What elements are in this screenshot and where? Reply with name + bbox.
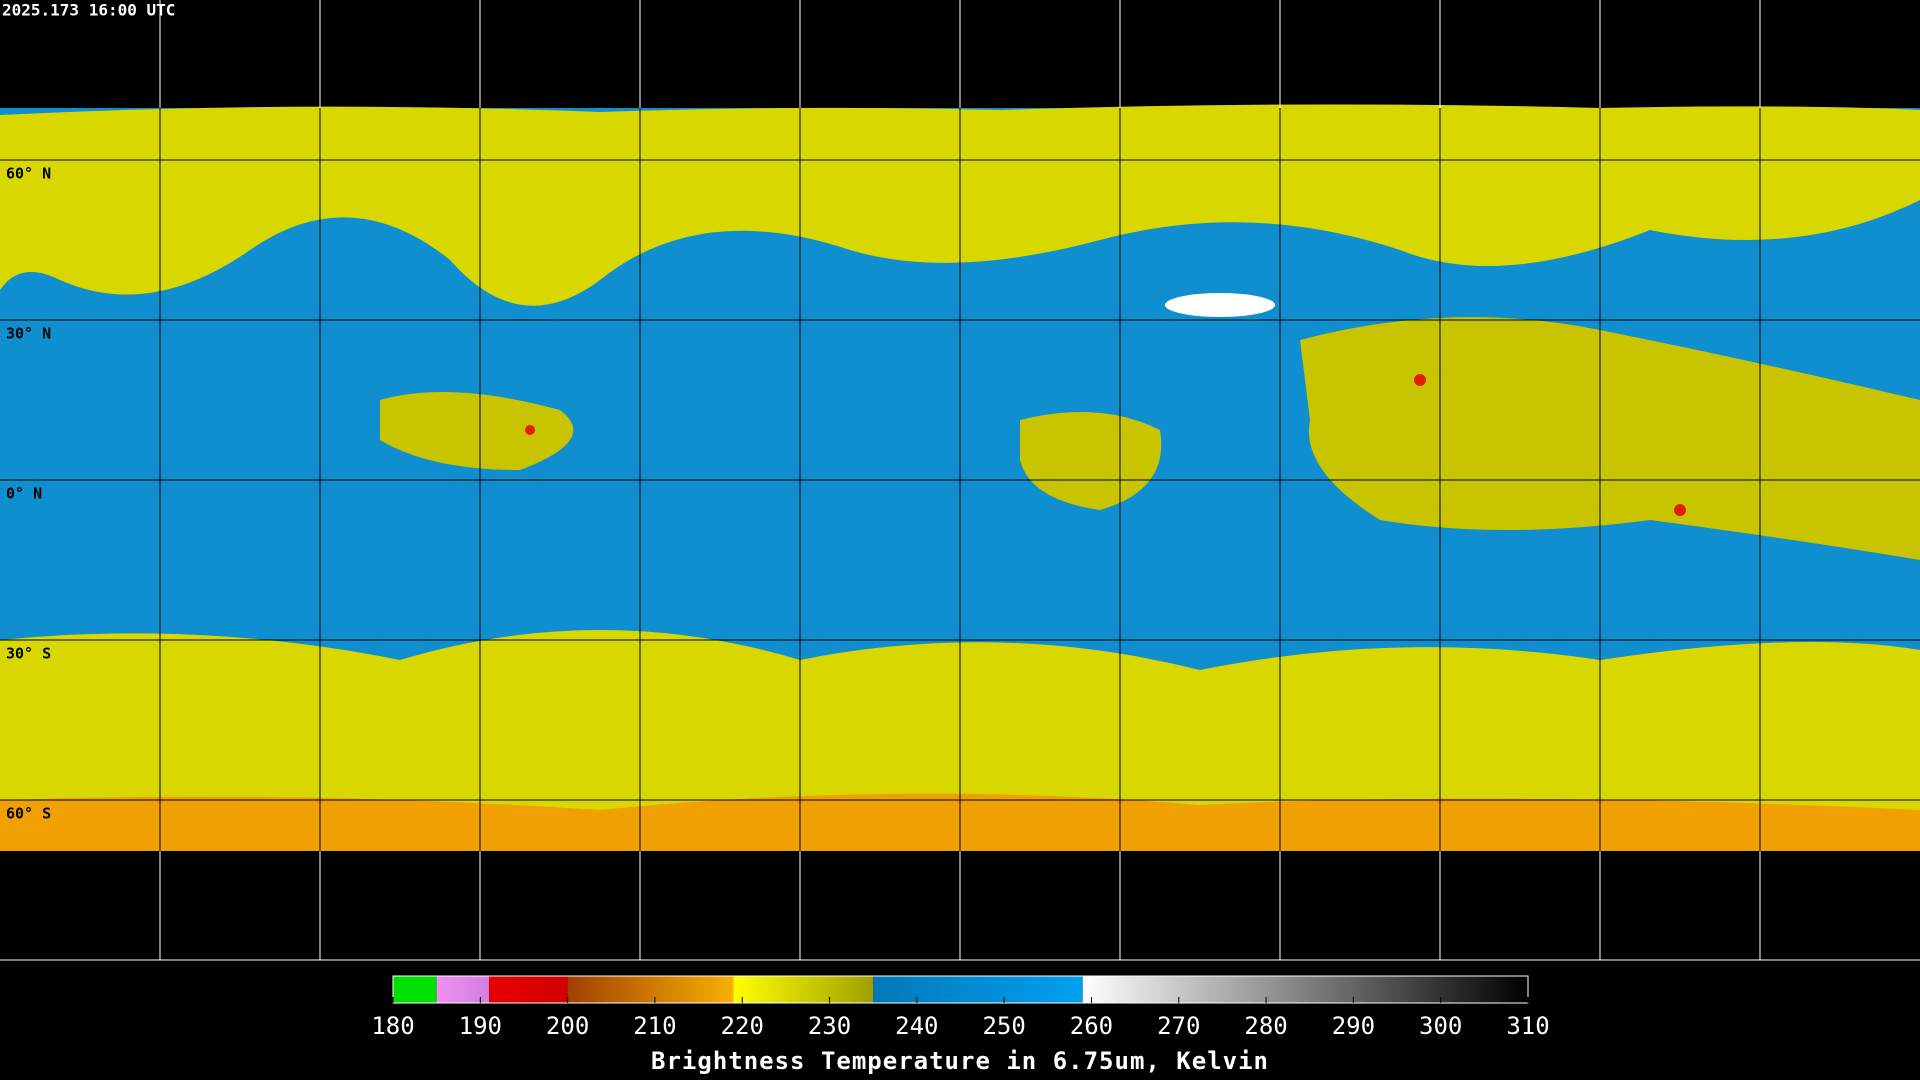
colorbar-tick-label: 250 bbox=[982, 1012, 1025, 1040]
cold-cloud-top bbox=[1414, 374, 1426, 386]
colorbar-segment bbox=[489, 976, 568, 1003]
colorbar-tick-label: 290 bbox=[1332, 1012, 1375, 1040]
colorbar: 180 190 200 210 220 230 240 250 260 270 280 290 300 3… bbox=[371, 975, 1550, 1040]
colorbar-tick-label: 300 bbox=[1419, 1012, 1462, 1040]
colorbar-tick-label: 200 bbox=[546, 1012, 589, 1040]
colorbar-tick-label: 280 bbox=[1244, 1012, 1287, 1040]
graticule bbox=[0, 0, 1920, 961]
colorbar-frame bbox=[392, 975, 1529, 1004]
colorbar-tick-label: 190 bbox=[459, 1012, 502, 1040]
colorbar-tick-label: 230 bbox=[808, 1012, 851, 1040]
timestamp: 2025.173 16:00 UTC bbox=[2, 1, 175, 20]
latitude-labels: 60° N 30° N 0° N 30° S 60° S bbox=[6, 165, 51, 823]
colorbar-segment bbox=[436, 976, 490, 1003]
latitude-label: 0° N bbox=[6, 485, 42, 503]
colorbar-tick-label: 220 bbox=[721, 1012, 764, 1040]
colorbar-title: Brightness Temperature in 6.75um, Kelvin bbox=[651, 1047, 1269, 1075]
colorbar-tick-label: 270 bbox=[1157, 1012, 1200, 1040]
colorbar-tick-label: 210 bbox=[633, 1012, 676, 1040]
colorbar-segment bbox=[567, 976, 734, 1003]
tropical-clouds bbox=[380, 392, 574, 470]
colorbar-tick-label: 180 bbox=[371, 1012, 414, 1040]
colorbar-segment bbox=[393, 976, 437, 1003]
colorbar-segment bbox=[733, 976, 874, 1003]
colorbar-tick-label: 310 bbox=[1506, 1012, 1549, 1040]
colorbar-tick-label: 240 bbox=[895, 1012, 938, 1040]
dry-patch bbox=[1165, 293, 1275, 317]
tropical-clouds bbox=[1020, 412, 1162, 510]
latitude-label: 30° S bbox=[6, 645, 51, 663]
colorbar-tick-label: 260 bbox=[1070, 1012, 1113, 1040]
colorbar-segment bbox=[1082, 976, 1528, 1003]
colorbar-segment bbox=[873, 976, 1083, 1003]
tropical-clouds bbox=[1300, 317, 1920, 560]
latitude-label: 30° N bbox=[6, 325, 51, 343]
latitude-label: 60° N bbox=[6, 165, 51, 183]
latitude-label: 60° S bbox=[6, 805, 51, 823]
cold-cloud-top bbox=[1674, 504, 1686, 516]
cold-cloud-top bbox=[525, 425, 535, 435]
